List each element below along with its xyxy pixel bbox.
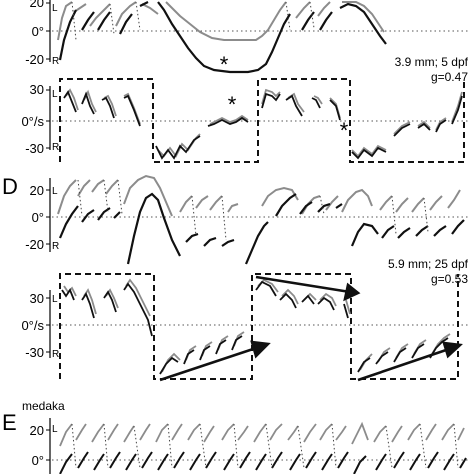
right-eye-velocity-trace — [61, 280, 449, 375]
stimulus-marker-star: * — [228, 92, 237, 117]
left-eye-trace — [57, 174, 461, 217]
y-tick-label-minus30: -30 — [25, 141, 44, 156]
fish-size-age-label: 5.9 mm; 25 dpf — [388, 257, 469, 271]
stimulus-square-wave — [59, 78, 465, 163]
y-tick-label-20: 20 — [30, 183, 44, 198]
side-label-right: R — [52, 241, 59, 252]
side-label-right: R — [52, 142, 59, 153]
side-label-left: L — [52, 3, 58, 14]
side-label-left: L — [52, 89, 58, 100]
side-label-left: L — [52, 294, 58, 305]
panel-c-position: 20 0° -20 L R * 3.9 mm; 5 dpf g=0.47 — [25, 0, 470, 84]
left-eye-trace-dotted — [71, 1, 315, 41]
right-eye-trace — [59, 451, 467, 474]
y-tick-label-minus30: -30 — [25, 345, 44, 360]
y-tick-label-0: 0° — [32, 453, 44, 468]
slow-phase-arrow — [357, 346, 453, 382]
side-label-right: R — [52, 349, 59, 360]
arrow-head — [343, 282, 361, 302]
side-label-left: L — [52, 424, 58, 435]
panel-d-velocity: 30 0°/s -30 L R — [21, 273, 470, 382]
panel-letter-d: D — [2, 174, 18, 199]
dotted-saccade-trace — [71, 423, 459, 469]
gain-label: g=0.47 — [431, 70, 468, 84]
y-tick-label-30: 30 — [30, 291, 44, 306]
arrow-head — [250, 340, 271, 359]
panel-e-position: E medaka 20 0° L — [2, 399, 470, 474]
right-eye-velocity-trace — [63, 90, 463, 160]
right-eye-trace — [58, 192, 465, 265]
left-eye-velocity-trace — [63, 278, 451, 373]
y-tick-label-0: 0° — [32, 210, 44, 225]
panel-d-position: D 20 0° -20 L R 5.9 mm; 25 dpf g=0.53 — [2, 174, 470, 286]
right-eye-trace — [58, 1, 387, 74]
panel-c-velocity: 30 0°/s -30 L R * * — [21, 78, 470, 163]
y-tick-label-20: 20 — [30, 0, 44, 10]
y-tick-label-minus20: -20 — [25, 52, 44, 67]
y-tick-label-minus20: -20 — [25, 237, 44, 252]
slow-phase-arrows — [159, 275, 463, 382]
y-tick-label-30: 30 — [30, 82, 44, 97]
fish-size-age-label: 3.9 mm; 5 dpf — [395, 55, 469, 69]
stimulus-marker-star: * — [340, 118, 349, 143]
y-tick-label-0-velocity: 0°/s — [21, 318, 44, 333]
gain-label: g=0.53 — [431, 272, 468, 286]
left-eye-trace — [59, 421, 465, 447]
left-eye-trace — [57, 1, 385, 41]
panel-letter-e: E — [2, 410, 17, 435]
stimulus-marker-star: * — [220, 52, 229, 77]
slow-phase-arrow — [159, 344, 263, 382]
y-tick-label-0: 0° — [32, 24, 44, 39]
arrow-head — [442, 341, 463, 359]
y-tick-label-0-velocity: 0°/s — [21, 114, 44, 129]
y-tick-label-20: 20 — [30, 423, 44, 438]
side-label-left: L — [52, 186, 58, 197]
slow-phase-arrow — [255, 275, 351, 294]
side-label-right: R — [52, 56, 59, 67]
dotted-saccade-trace — [77, 179, 429, 241]
species-label: medaka — [22, 399, 65, 413]
stimulus-square-wave — [59, 273, 459, 380]
